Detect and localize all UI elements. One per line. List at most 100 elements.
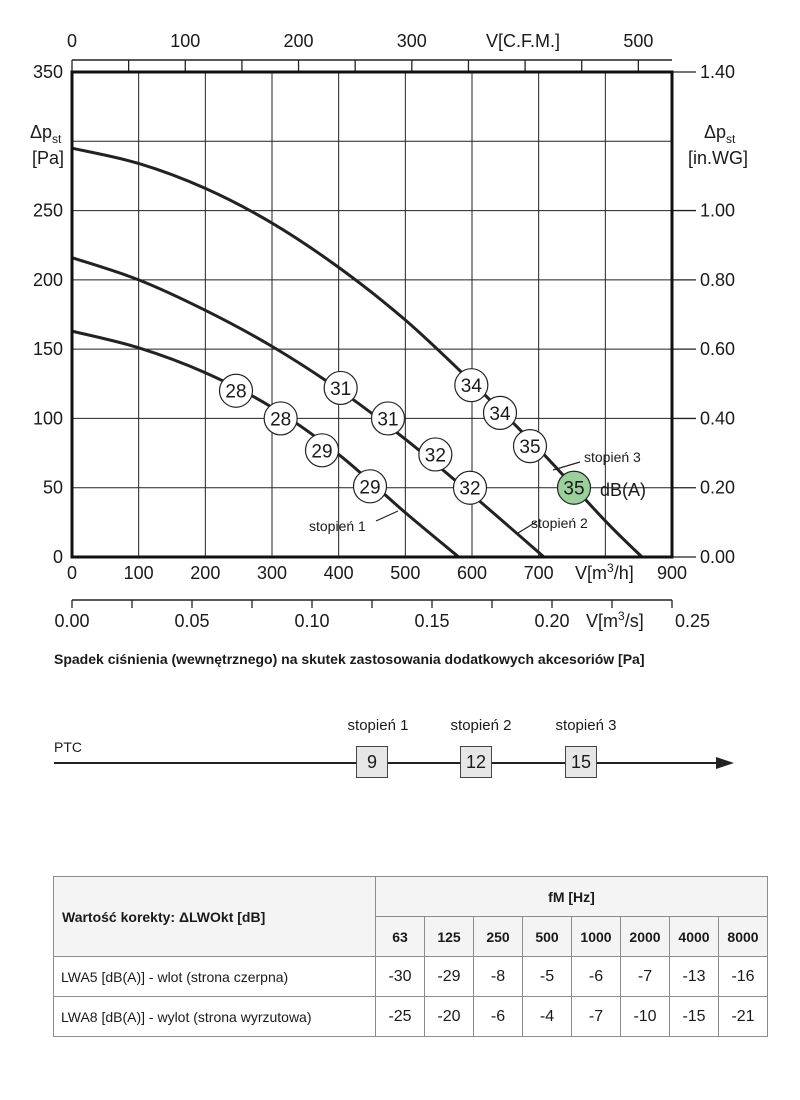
x-top-tick-label: 300 — [397, 31, 427, 51]
frequency-cell: 1000 — [571, 916, 621, 957]
sound-marker-circle — [512, 429, 548, 464]
sound-marker-circle — [352, 469, 388, 504]
x-bottom-tick-label: 700 — [524, 563, 554, 583]
frequency-cell: 4000 — [669, 916, 719, 957]
leader-stopien3 — [552, 461, 581, 471]
sound-marker-circle — [482, 395, 518, 430]
sound-marker-circle — [304, 433, 340, 468]
sound-marker-circle — [454, 368, 489, 403]
series-line-2 — [71, 256, 545, 559]
series-line-1 — [71, 329, 460, 559]
frequency-cell: 8000 — [718, 916, 768, 957]
y-left-tick-label: 350 — [33, 62, 63, 82]
frequency-cell: 500 — [522, 916, 572, 957]
x-bottom-tick-label: 500 — [390, 563, 420, 583]
y-left-unit: [Pa] — [32, 148, 64, 168]
y-left-tick-label: 50 — [43, 478, 63, 498]
annotation-stopien3: stopień 3 — [584, 449, 641, 465]
table-cell: -13 — [669, 956, 719, 997]
sound-marker-label: 31 — [330, 379, 351, 400]
fan-performance-chart: 28 28 29 29 31 31 32 32 34 34 35 35 0 50 100 150 200 250… — [30, 31, 748, 631]
x-top-tick-label: 200 — [284, 31, 314, 51]
sound-marker-circle — [370, 401, 406, 436]
annotation-stopien2: stopień 2 — [531, 515, 588, 531]
pressure-change-title: Spadek ciśnienia (wewnętrznego) na skute… — [54, 651, 645, 667]
leader-stopien1 — [375, 510, 399, 522]
x-bottom-tick-label: 200 — [190, 563, 220, 583]
y-left-tick-label: 150 — [33, 339, 63, 359]
frequency-cell: 63 — [375, 916, 425, 957]
ptc-step-label: stopień 1 — [347, 717, 409, 734]
table-cell: -4 — [522, 996, 572, 1037]
sound-marker-label: 34 — [461, 376, 483, 397]
x-lower-tick-label: 0.20 — [534, 611, 569, 631]
x-top-tick-label: 500 — [623, 31, 653, 51]
sound-marker-label: 35 — [519, 437, 540, 458]
sound-marker-label: 35 — [563, 479, 584, 500]
x-bottom-tick-label: 400 — [324, 563, 354, 583]
sound-marker-circle — [556, 470, 592, 505]
sound-marker-label: 29 — [311, 441, 332, 462]
correction-table: Wartość korekty: ΔLWOkt [dB] fM [Hz] 63 … — [53, 876, 768, 1037]
y-left-label: Δpst — [30, 122, 62, 146]
correction-header: Wartość korekty: ΔLWOkt [dB] — [53, 876, 376, 957]
x-bottom-tick-label: 900 — [657, 563, 687, 583]
y-right-tick-label: 1.00 — [700, 201, 735, 221]
leader-stopien2 — [517, 521, 537, 534]
accessory-label: PTC — [54, 739, 82, 755]
table-cell: -15 — [669, 996, 719, 1037]
x-top-tick-label: 0 — [67, 31, 77, 51]
table-cell: -5 — [522, 956, 572, 997]
table-cell: -7 — [571, 996, 621, 1037]
table-cell: -6 — [473, 996, 523, 1037]
y-right-tick-label: 0.00 — [700, 547, 735, 567]
ptc-step-value: 12 — [460, 746, 492, 778]
sound-marker-circle — [418, 437, 453, 472]
x-top-tick-label: 100 — [170, 31, 200, 51]
table-cell: -20 — [424, 996, 474, 1037]
axis-ticks: 0501001502002503500.000.200.400.600.801.… — [33, 31, 735, 631]
y-right-label: Δpst — [704, 122, 736, 146]
table-row: LWA8 [dB(A)] - wylot (strona wyrzutowa) … — [53, 996, 768, 1037]
annotation-dba: dB(A) — [600, 480, 646, 500]
table-cell: -21 — [718, 996, 768, 1037]
sound-marker-label: 34 — [489, 404, 511, 425]
y-left-tick-label: 200 — [33, 270, 63, 290]
sound-marker-label: 28 — [225, 382, 246, 403]
plot-frame — [70, 70, 674, 559]
x-lower-tick-label: 0.25 — [675, 611, 710, 631]
sound-marker-label: 28 — [270, 409, 291, 430]
x-top-label: V[C.F.M.] — [486, 31, 560, 51]
ptc-step-value: 15 — [565, 746, 597, 778]
y-right-tick-label: 0.60 — [700, 339, 735, 359]
x-lower-tick-label: 0.00 — [54, 611, 89, 631]
y-right-unit: [in.WG] — [688, 148, 748, 168]
sound-marker-circle — [263, 401, 298, 436]
x-lower-tick-label: 0.15 — [414, 611, 449, 631]
row-label: LWA5 [dB(A)] - wlot (strona czerpna) — [53, 956, 376, 997]
table-row: LWA5 [dB(A)] - wlot (strona czerpna) -30… — [53, 956, 768, 997]
frequency-cell: 2000 — [620, 916, 670, 957]
arrow-right-icon — [716, 757, 734, 769]
sound-marker-label: 32 — [459, 479, 480, 500]
row-label: LWA8 [dB(A)] - wylot (strona wyrzutowa) — [53, 996, 376, 1037]
sound-level-markers: 28 28 29 29 31 31 32 32 34 34 35 35 — [218, 368, 592, 505]
sound-marker-circle — [218, 373, 254, 408]
y-left-tick-label: 0 — [53, 547, 63, 567]
table-cell: -30 — [375, 956, 425, 997]
ptc-step-label: stopień 3 — [555, 717, 617, 734]
frequency-cell: 125 — [424, 916, 474, 957]
y-left-tick-label: 100 — [33, 408, 63, 428]
x-lower-label: V[m3/s] — [586, 609, 644, 631]
y-right-tick-label: 0.40 — [700, 408, 735, 428]
sound-marker-label: 31 — [377, 409, 398, 430]
frequency-cell: 250 — [473, 916, 523, 957]
x-lower-tick-label: 0.10 — [294, 611, 329, 631]
chart-grid — [72, 72, 672, 557]
ptc-step-label: stopień 2 — [450, 717, 512, 734]
table-cell: -25 — [375, 996, 425, 1037]
sound-marker-circle — [452, 470, 488, 505]
frequency-header: fM [Hz] — [375, 876, 768, 917]
x-lower-tick-label: 0.05 — [174, 611, 209, 631]
table-cell: -29 — [424, 956, 474, 997]
